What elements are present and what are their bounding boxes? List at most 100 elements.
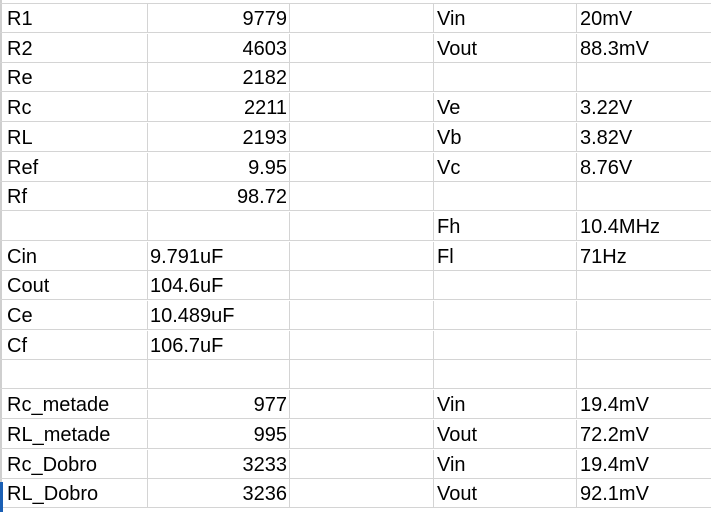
cell-measure-value[interactable] xyxy=(577,63,711,92)
table-row: Ce 10.489uF xyxy=(0,301,711,330)
cell-value[interactable]: 995 xyxy=(148,420,290,449)
cell-label[interactable] xyxy=(0,212,148,241)
cell-measure-label[interactable] xyxy=(434,271,577,300)
cell-measure-value[interactable] xyxy=(577,360,711,389)
cell-measure-label[interactable] xyxy=(434,331,577,360)
cell-label[interactable]: R1 xyxy=(0,4,148,33)
cell-empty[interactable] xyxy=(290,182,434,211)
cell-measure-label[interactable] xyxy=(434,63,577,92)
table-row: Ref 9.95 Vc 8.76V xyxy=(0,153,711,182)
cell-label[interactable]: RL_Dobro xyxy=(0,479,148,508)
cell-measure-label[interactable]: Vb xyxy=(434,123,577,152)
cell-value[interactable] xyxy=(148,360,290,389)
cell-value[interactable]: 9.95 xyxy=(148,153,290,182)
cell-value[interactable]: 10.489uF xyxy=(148,301,290,330)
table-row xyxy=(0,360,711,389)
cell-value[interactable]: 9.791uF xyxy=(148,242,290,271)
cell-measure-value[interactable]: 19.4mV xyxy=(580,454,649,476)
cell-label[interactable]: Re xyxy=(0,63,148,92)
cell-empty[interactable] xyxy=(290,123,434,152)
cell-empty[interactable] xyxy=(290,360,434,389)
cell-empty[interactable] xyxy=(290,93,434,122)
cell-measure-value[interactable]: 88.3mV xyxy=(580,38,649,60)
cell-value[interactable]: 2211 xyxy=(148,93,290,122)
cell-measure-value[interactable] xyxy=(577,331,711,360)
cell-empty[interactable] xyxy=(290,479,434,508)
cell-measure-label[interactable]: Vin xyxy=(434,390,577,419)
cell-empty[interactable] xyxy=(290,450,434,479)
cell-measure-value[interactable]: 92.1mV xyxy=(580,483,649,505)
cell-value[interactable]: 3233 xyxy=(148,450,290,479)
cell-label[interactable]: Rc_metade xyxy=(0,390,148,419)
table-row: Rf 98.72 xyxy=(0,182,711,211)
cell-measure-value[interactable]: 3.22V xyxy=(580,97,633,119)
table-row: Re 2182 xyxy=(0,63,711,92)
cell-measure-value[interactable]: 8.76V xyxy=(580,157,633,179)
cell-label[interactable]: Ref xyxy=(0,153,148,182)
cell-measure-value[interactable]: 19.4mV xyxy=(580,394,649,416)
cell-measure-value[interactable] xyxy=(577,301,711,330)
cell-empty[interactable] xyxy=(290,331,434,360)
cell-measure-value[interactable] xyxy=(577,271,711,300)
cell-measure-label[interactable] xyxy=(434,301,577,330)
cell-value[interactable]: 2193 xyxy=(148,123,290,152)
cell-measure-label[interactable]: Vout xyxy=(434,420,577,449)
cell-label[interactable]: R2 xyxy=(0,34,148,63)
cell-value[interactable]: 4603 xyxy=(148,34,290,63)
table-row: Cout 104.6uF xyxy=(0,271,711,300)
cell-value[interactable]: 106.7uF xyxy=(148,331,290,360)
cell-label[interactable]: RL_metade xyxy=(0,420,148,449)
cell-empty[interactable] xyxy=(290,390,434,419)
cell-empty[interactable] xyxy=(290,4,434,33)
cell-measure-label[interactable]: Vout xyxy=(434,34,577,63)
cell-value[interactable] xyxy=(148,212,290,241)
cell-measure-value[interactable]: 10.4MHz xyxy=(580,216,661,238)
table-row: R1 9779 Vin 20mV xyxy=(0,4,711,33)
cell-measure-label[interactable]: Fl xyxy=(434,242,577,271)
cell-measure-label[interactable] xyxy=(434,360,577,389)
table-row: RL_metade 995 Vout 72.2mV xyxy=(0,420,711,449)
cell-empty[interactable] xyxy=(290,212,434,241)
cell-measure-label[interactable]: Vin xyxy=(434,4,577,33)
cell-measure-label[interactable]: Vout xyxy=(434,479,577,508)
cell-measure-value[interactable]: 72.2mV xyxy=(580,424,649,446)
selection-indicator xyxy=(0,482,3,512)
cell-value[interactable]: 98.72 xyxy=(148,182,290,211)
cell-empty[interactable] xyxy=(290,242,434,271)
cell-measure-label[interactable]: Vc xyxy=(434,153,577,182)
cell-empty[interactable] xyxy=(290,420,434,449)
table-row: Rc_metade 977 Vin 19.4mV xyxy=(0,390,711,419)
cell-label[interactable]: Cf xyxy=(0,331,148,360)
cell-empty[interactable] xyxy=(290,63,434,92)
cell-label[interactable] xyxy=(0,360,148,389)
cell-value[interactable]: 9779 xyxy=(148,4,290,33)
table-row: Fh 10.4MHz xyxy=(0,212,711,241)
cell-value[interactable]: 3236 xyxy=(148,479,290,508)
cell-measure-value[interactable]: 3.82V xyxy=(580,127,633,149)
cell-label[interactable]: Rc xyxy=(0,93,148,122)
cell-measure-label[interactable] xyxy=(434,182,577,211)
cell-empty[interactable] xyxy=(290,153,434,182)
table-row: Cin 9.791uF Fl 71Hz xyxy=(0,242,711,271)
cell-empty[interactable] xyxy=(290,34,434,63)
cell-label[interactable]: Cin xyxy=(0,242,148,271)
cell-empty[interactable] xyxy=(290,301,434,330)
cell-label[interactable]: Rf xyxy=(0,182,148,211)
cell-measure-value[interactable]: 20mV xyxy=(580,8,633,30)
cell-measure-label[interactable]: Vin xyxy=(434,450,577,479)
cell-empty[interactable] xyxy=(290,271,434,300)
cell-label[interactable]: Rc_Dobro xyxy=(0,450,148,479)
grid-top-border xyxy=(0,3,711,4)
cell-label[interactable]: RL xyxy=(0,123,148,152)
cell-measure-value[interactable]: 71Hz xyxy=(580,246,627,268)
table-row: RL_Dobro 3236 Vout 92.1mV xyxy=(0,479,711,508)
cell-value[interactable]: 977 xyxy=(148,390,290,419)
cell-label[interactable]: Ce xyxy=(0,301,148,330)
cell-value[interactable]: 104.6uF xyxy=(148,271,290,300)
cell-value[interactable]: 2182 xyxy=(148,63,290,92)
cell-measure-label[interactable]: Fh xyxy=(434,212,577,241)
cell-measure-label[interactable]: Ve xyxy=(434,93,577,122)
cell-measure-value[interactable] xyxy=(577,182,711,211)
cell-label[interactable]: Cout xyxy=(0,271,148,300)
